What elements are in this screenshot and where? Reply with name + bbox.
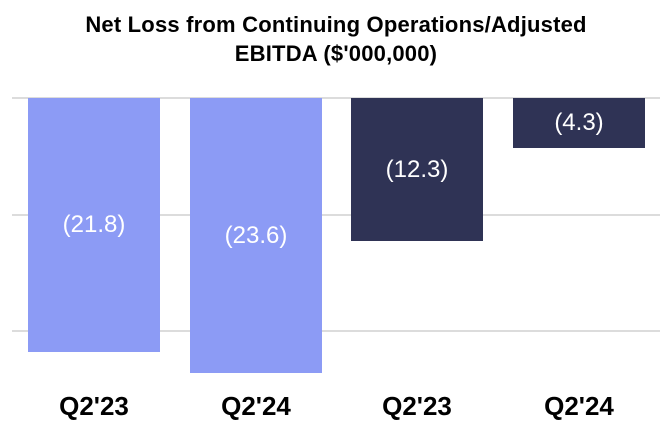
gridline-0	[12, 97, 660, 99]
x-axis-label-1: Q2'24	[221, 391, 291, 421]
chart-title: Net Loss from Continuing Operations/Adju…	[0, 10, 672, 68]
chart-title-line1: Net Loss from Continuing Operations/Adju…	[85, 12, 587, 37]
bar-value-label: (12.3)	[385, 155, 449, 183]
bar-value-label: (23.6)	[224, 221, 288, 249]
x-axis-label-2: Q2'23	[382, 391, 452, 421]
chart-title-line2: EBITDA ($'000,000)	[234, 41, 438, 66]
bar-net-loss-from-continuing-operations-q2-24: (23.6)	[190, 98, 322, 373]
gridline--10	[12, 214, 660, 216]
gridline--20	[12, 330, 660, 332]
x-axis-label-0: Q2'23	[59, 391, 129, 421]
x-axis-label-3: Q2'24	[544, 391, 614, 421]
bar-adjusted-ebitda-q2-23: (12.3)	[351, 98, 483, 241]
bar-adjusted-ebitda-q2-24: (4.3)	[513, 98, 645, 148]
bar-value-label: (21.8)	[62, 211, 126, 238]
bar-value-label: (4.3)	[554, 109, 604, 136]
bar-net-loss-from-continuing-operations-q2-23: (21.8)	[28, 98, 160, 352]
